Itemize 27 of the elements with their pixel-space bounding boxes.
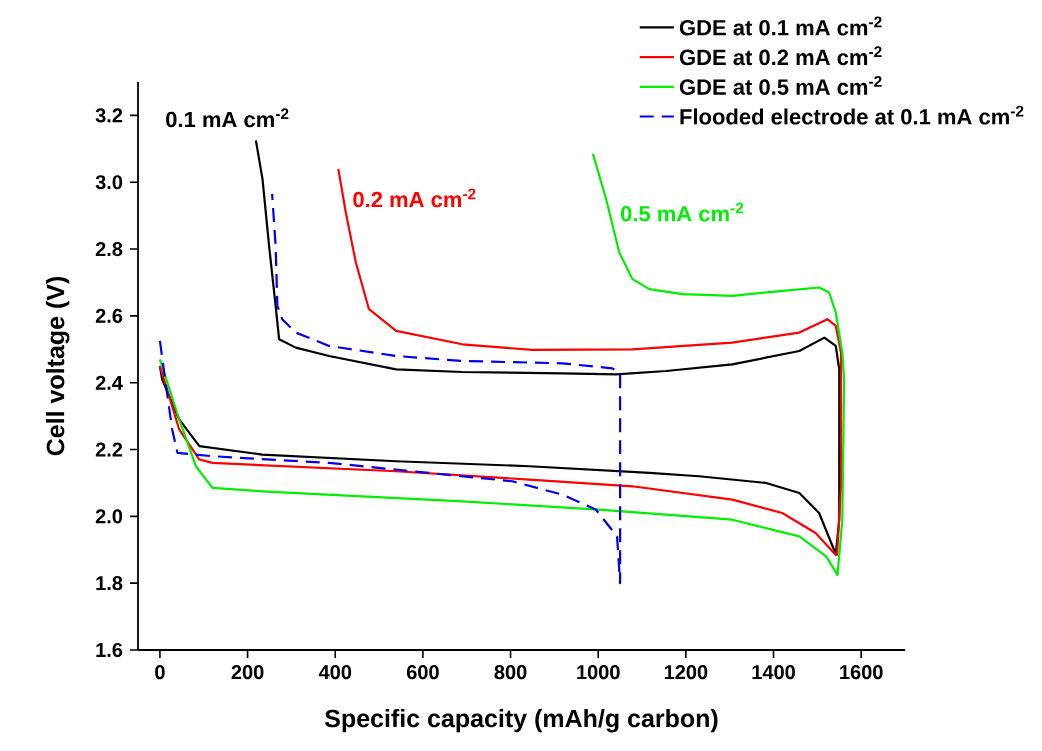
y-tick-label: 2.0 [95, 509, 123, 524]
x-tick-label: 400 [318, 665, 352, 680]
y-tick-label: 1.8 [96, 576, 123, 591]
annotation: 0.5 mA cm$^{-2}$ [620, 202, 744, 222]
x-tick-label: 1600 [840, 665, 883, 680]
x-tick-label: 600 [406, 665, 439, 680]
x-tick-label: 1000 [577, 665, 620, 680]
x-tick-label: 1400 [752, 665, 795, 680]
y-tick-label: 2.6 [95, 308, 123, 323]
x-axis-title: Specific capacity (mAh/g carbon) [324, 708, 718, 733]
y-tick-label: 2.2 [95, 442, 123, 457]
y-tick-label: 2.4 [95, 375, 123, 390]
y-axis-title: Cell voltage (V) [45, 276, 70, 456]
legend-label: GDE at 0.2 mA cm$^{-2}$ [679, 46, 882, 66]
x-tick-label: 200 [231, 665, 264, 680]
y-tick-label: 1.6 [96, 642, 123, 658]
x-tick-label: 1200 [664, 665, 708, 680]
legend-label: Flooded electrode at 0.1 mA cm$^{-2}$ [680, 105, 1024, 125]
legend-label: GDE at 0.1 mA cm$^{-2}$ [679, 16, 882, 36]
x-tick-label: 800 [494, 665, 527, 680]
annotation: 0.1 mA cm$^{-2}$ [166, 108, 289, 128]
annotation: 0.2 mA cm$^{-2}$ [353, 188, 476, 208]
y-tick-label: 3.2 [95, 108, 123, 123]
x-tick-label: 0 [155, 665, 165, 680]
y-tick-label: 2.8 [95, 241, 123, 257]
legend-label: GDE at 0.5 mA cm$^{-2}$ [679, 75, 882, 95]
y-tick-label: 3.0 [95, 175, 123, 190]
